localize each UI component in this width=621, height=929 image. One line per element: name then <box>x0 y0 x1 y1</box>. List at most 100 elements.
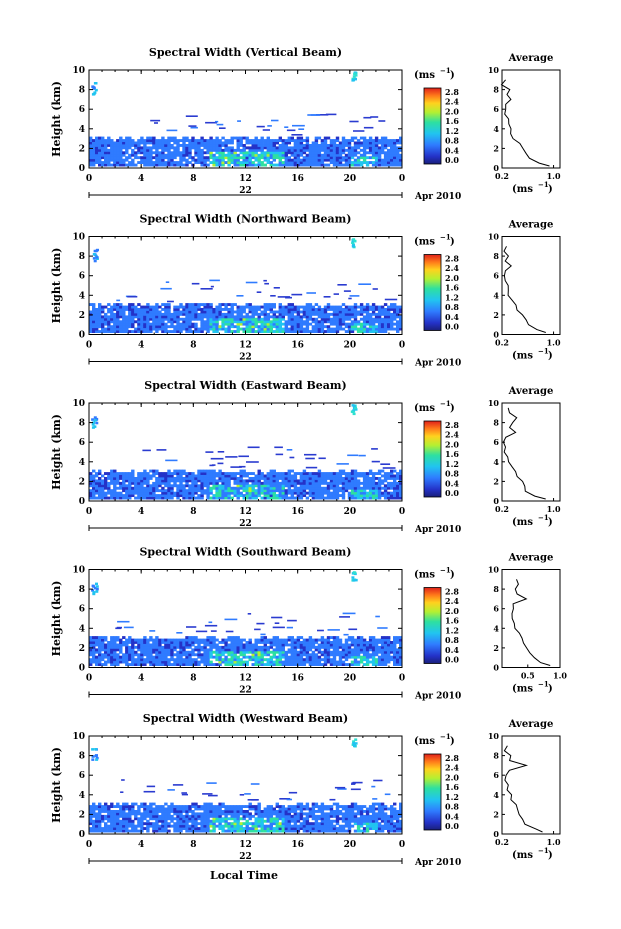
heatmap-cell <box>239 477 243 480</box>
heatmap-cell <box>390 303 394 306</box>
heatmap-cell <box>266 327 270 331</box>
heatmap-cell <box>242 643 246 647</box>
heatmap-cell <box>128 489 132 493</box>
heatmap-cell <box>371 638 376 642</box>
heatmap-cell <box>254 638 258 642</box>
heatmap-cell <box>293 308 298 311</box>
heatmap-cell <box>219 127 226 129</box>
heatmap-cell <box>140 650 144 654</box>
heatmap-cell <box>396 638 400 642</box>
heatmap-cell <box>125 645 129 649</box>
heatmap-cell <box>170 479 174 483</box>
heatmap-cell <box>365 655 370 659</box>
heatmap-cell <box>95 590 99 593</box>
heatmap-cell <box>374 308 379 311</box>
heatmap-cell <box>311 158 316 162</box>
heatmap-cell <box>359 472 364 475</box>
average-units-exp: −1 <box>538 180 549 189</box>
heatmap-cell <box>218 645 222 649</box>
heatmap-cell <box>299 655 304 659</box>
heatmap-cell <box>206 638 210 642</box>
heatmap-cell <box>188 489 192 493</box>
heatmap-cell <box>158 153 162 157</box>
heatmap-cell <box>390 317 394 321</box>
heatmap-cell <box>368 156 373 160</box>
heatmap-cell <box>176 658 180 662</box>
heatmap-cell <box>188 146 192 150</box>
heatmap-cell <box>143 153 147 157</box>
heatmap-cell <box>221 322 225 326</box>
heatmap-cell <box>93 91 97 94</box>
heatmap-cell <box>239 312 243 316</box>
heatmap-cell <box>212 139 216 142</box>
heatmap-cell <box>191 653 195 657</box>
heatmap-cell <box>296 636 301 639</box>
heatmap-cell <box>254 312 258 316</box>
heatmap-cell <box>371 663 376 666</box>
heatmap-cell <box>323 148 328 152</box>
heatmap-cell <box>257 312 261 316</box>
heatmap-cell <box>179 161 183 164</box>
heatmap-cell <box>122 161 126 164</box>
heatmap-cell <box>137 663 141 666</box>
average-units: (ms <box>512 517 533 528</box>
heatmap-cell <box>101 643 105 647</box>
heatmap-cell <box>390 158 394 162</box>
heatmap-cell <box>218 305 222 309</box>
heatmap-cell <box>245 141 249 145</box>
y-tick-label: 8 <box>79 585 85 595</box>
heatmap-cell <box>173 156 177 160</box>
heatmap-cell <box>170 491 174 495</box>
heatmap-cell <box>383 146 388 150</box>
heatmap-cell <box>350 327 355 331</box>
heatmap-cell <box>275 153 279 157</box>
heatmap-cell <box>396 489 400 493</box>
heatmap-cell <box>278 158 282 162</box>
heatmap-cell <box>167 474 171 478</box>
heatmap-cell <box>143 486 147 490</box>
heatmap-cell <box>390 161 394 164</box>
heatmap-cell <box>338 469 343 473</box>
heatmap-cell <box>350 479 355 483</box>
heatmap-cell <box>377 496 382 500</box>
heatmap-cell <box>224 496 228 500</box>
heatmap-cell <box>296 494 301 497</box>
heatmap-cell <box>95 807 99 811</box>
heatmap-cell <box>104 158 108 162</box>
heatmap-cell <box>320 327 325 331</box>
heatmap-cell <box>143 330 147 333</box>
heatmap-cell <box>299 663 304 666</box>
colorbar-tick-label: 1.6 <box>445 283 459 293</box>
heatmap-cell <box>113 312 117 316</box>
heatmap-cell <box>89 829 93 833</box>
heatmap-cell <box>380 650 385 654</box>
heatmap-cell <box>326 660 331 664</box>
heatmap-cell <box>320 161 325 164</box>
heatmap-cell <box>362 146 367 150</box>
heatmap-cell <box>128 312 132 316</box>
heatmap-cell <box>236 136 240 140</box>
heatmap-cell <box>332 650 337 654</box>
heatmap-cell <box>299 484 304 488</box>
heatmap-cell <box>308 310 313 314</box>
heatmap-cell <box>200 310 204 314</box>
heatmap-cell <box>272 643 276 647</box>
heatmap-cell <box>269 305 273 309</box>
heatmap-cell <box>266 663 270 666</box>
heatmap-cell <box>263 643 267 647</box>
heatmap-cell <box>362 641 367 644</box>
heatmap-cell <box>305 481 310 485</box>
heatmap-cell <box>167 151 171 155</box>
heatmap-cell <box>310 114 321 116</box>
heatmap-cell <box>152 308 156 311</box>
heatmap-cell <box>287 315 291 319</box>
heatmap-cell <box>155 330 159 333</box>
heatmap-cell <box>390 655 394 659</box>
heatmap-cell <box>143 653 147 657</box>
heatmap-cell <box>383 496 388 500</box>
heatmap-cell <box>212 477 216 480</box>
heatmap-cell <box>173 663 177 666</box>
heatmap-cell <box>158 481 162 485</box>
heatmap-cell <box>368 481 373 485</box>
heatmap-cell <box>161 660 165 664</box>
